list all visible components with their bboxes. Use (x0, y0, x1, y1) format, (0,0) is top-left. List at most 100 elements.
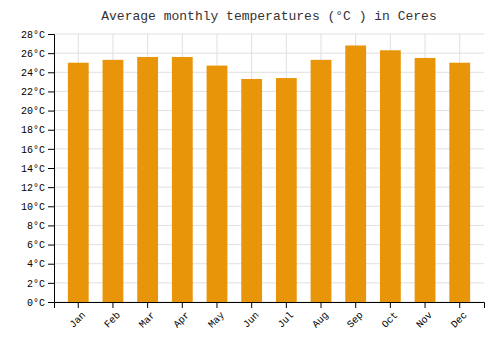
tick-mark (48, 34, 54, 35)
tick-label: 22°C (21, 87, 45, 98)
tick-label: 12°C (21, 183, 45, 194)
bar (68, 63, 89, 302)
tick-label: May (206, 310, 227, 331)
tick: Dec (449, 302, 470, 330)
tick-label: 14°C (21, 164, 45, 175)
tick-mark (48, 264, 54, 265)
tick-mark (355, 302, 356, 308)
tick-label: Aug (310, 310, 331, 331)
tick-label: Jul (276, 310, 297, 331)
tick-label: 18°C (21, 125, 45, 136)
tick-mark (48, 225, 54, 226)
tick: 4°C (27, 259, 54, 270)
tick-mark (112, 302, 113, 308)
tick: Feb (102, 302, 123, 330)
bar (415, 58, 436, 302)
tick-mark (425, 302, 426, 308)
tick-label: 8°C (27, 221, 45, 232)
x-axis: Jan Feb Mar Apr May Jun Jul Aug Sep Oct Nov Dec (55, 302, 485, 330)
plot: 0°C 2°C 4°C 6°C 8°C 10°C 12°C 14°C 16°C 18°C 20°C 2… (21, 30, 485, 331)
chart: 0°C 2°C 4°C 6°C 8°C 10°C 12°C 14°C 16°C 18°C 20°C 2… (0, 0, 500, 350)
tick-mark (459, 302, 460, 308)
tick-mark (48, 149, 54, 150)
bar (345, 45, 366, 302)
tick: Aug (310, 302, 331, 330)
grid-line (54, 53, 484, 54)
tick-mark (286, 302, 287, 308)
tick-mark (78, 302, 79, 308)
bar (449, 63, 470, 302)
y-axis: 0°C 2°C 4°C 6°C 8°C 10°C 12°C 14°C 16°C 18°C 20°C 2… (21, 30, 55, 309)
tick: Nov (414, 302, 435, 330)
tick: Sep (345, 302, 366, 330)
tick: 28°C (21, 30, 54, 41)
tick-label: 24°C (21, 68, 45, 79)
tick-label: 0°C (27, 298, 45, 309)
tick-mark (48, 283, 54, 284)
tick-label: 10°C (21, 202, 45, 213)
tick-mark (251, 302, 252, 308)
tick-label: 6°C (27, 240, 45, 251)
bar (241, 79, 262, 302)
tick-label: Sep (345, 310, 366, 331)
tick: 10°C (21, 202, 54, 213)
tick-mark (48, 245, 54, 246)
tick-label: 16°C (21, 145, 45, 156)
tick-label: Jun (241, 310, 262, 331)
tick: 20°C (21, 106, 54, 117)
tick-mark (48, 302, 54, 303)
tick-mark (147, 302, 148, 308)
tick: 18°C (21, 125, 54, 136)
tick-label: 20°C (21, 106, 45, 117)
title: Average monthly temperatures (°C ) in Ce… (101, 9, 436, 24)
tick-label: Feb (102, 310, 123, 331)
bar (276, 78, 297, 302)
tick: 24°C (21, 68, 54, 79)
bars (68, 45, 470, 302)
grid (54, 34, 484, 302)
bar (207, 66, 228, 302)
tick-mark (321, 302, 322, 308)
tick-mark (48, 206, 54, 207)
tick: Oct (380, 302, 401, 330)
tick: May (206, 302, 227, 330)
axis-line (48, 35, 55, 303)
tick: 6°C (27, 240, 54, 251)
tick: Apr (172, 302, 193, 330)
bar (137, 57, 158, 302)
bar (380, 50, 401, 302)
tick-mark (390, 302, 391, 308)
tick-label: 2°C (27, 279, 45, 290)
axis-line (55, 303, 485, 309)
bar (311, 60, 332, 302)
tick: Jun (241, 302, 262, 330)
tick: 26°C (21, 49, 54, 60)
tick: 16°C (21, 145, 54, 156)
tick-mark (48, 168, 54, 169)
tick-label: 4°C (27, 259, 45, 270)
tick: Jul (276, 302, 297, 330)
tick: 22°C (21, 87, 54, 98)
tick: 12°C (21, 183, 54, 194)
tick-mark (48, 130, 54, 131)
bar (172, 57, 193, 302)
tick-label: 28°C (21, 30, 45, 41)
bar (103, 60, 124, 302)
tick-label: 26°C (21, 49, 45, 60)
tick: Jan (68, 302, 89, 330)
grid-line (54, 34, 484, 35)
tick-label: Apr (172, 310, 193, 331)
tick-mark (182, 302, 183, 308)
tick-mark (216, 302, 217, 308)
tick-label: Mar (137, 310, 158, 331)
tick-mark (48, 111, 54, 112)
tick-label: Oct (380, 310, 401, 331)
tick-mark (48, 53, 54, 54)
tick-label: Nov (414, 310, 435, 331)
tick-mark (48, 91, 54, 92)
tick-mark (48, 187, 54, 188)
tick: 8°C (27, 221, 54, 232)
tick: Mar (137, 302, 158, 330)
tick-label: Jan (68, 310, 89, 331)
tick: 2°C (27, 279, 54, 290)
